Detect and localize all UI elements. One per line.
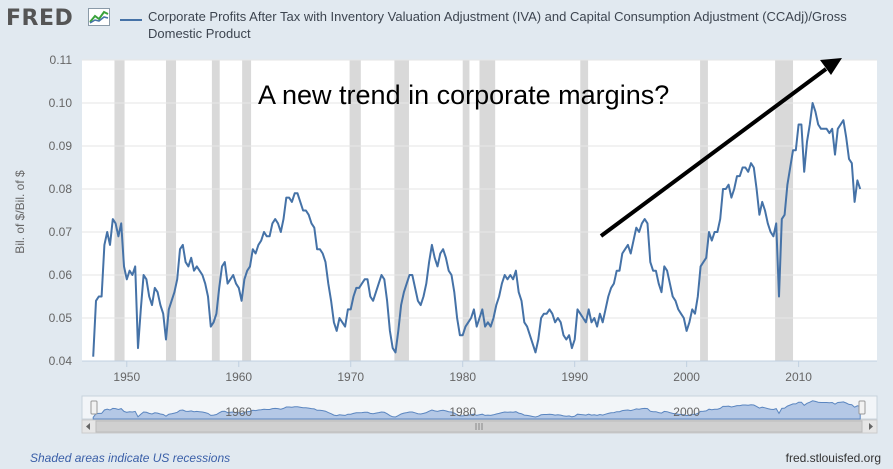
recession-band [211, 60, 220, 361]
scroll-left-icon[interactable] [86, 423, 90, 430]
y-tick-label: 0.11 [50, 53, 73, 67]
y-tick-label: 0.07 [49, 225, 73, 239]
recession-band [580, 60, 589, 361]
recession-band [700, 60, 708, 361]
x-tick-label: 2000 [673, 370, 700, 384]
y-tick-label: 0.06 [49, 268, 73, 282]
x-tick-label: 1970 [337, 370, 364, 384]
chart-header: FRED Corporate Profits After Tax with In… [0, 0, 893, 50]
scroll-right-icon[interactable] [869, 423, 873, 430]
x-tick-label: 1980 [449, 370, 476, 384]
legend-swatch [120, 19, 142, 21]
navigator-tick-label: 1980 [449, 405, 476, 419]
recession-band [479, 60, 496, 361]
y-tick-label: 0.10 [49, 96, 73, 110]
y-tick-label: 0.05 [49, 311, 73, 325]
navigator-series [92, 400, 861, 420]
x-tick-label: 1950 [113, 370, 140, 384]
y-tick-label: 0.09 [49, 139, 73, 153]
trend-arrow [599, 58, 842, 238]
fred-chart-icon [88, 8, 110, 26]
navigator-right-handle[interactable] [858, 400, 866, 415]
recession-band [165, 60, 177, 361]
navigator-left-handle[interactable] [90, 400, 98, 415]
recession-note: Shaded areas indicate US recessions [30, 451, 231, 465]
recession-band [242, 60, 252, 361]
navigator-tick-label: 1960 [225, 405, 252, 419]
series-line [92, 102, 862, 357]
navigator-tick-label: 2000 [673, 405, 700, 419]
recession-band [349, 60, 361, 361]
y-tick-label: 0.04 [49, 354, 73, 368]
chart: 0.04 0.05 0.06 0.07 0.08 0.09 0.10 0.11 1950 196… [13, 53, 878, 434]
y-tick-labels: 0.04 0.05 0.06 0.07 0.08 0.09 0.10 0.11 [49, 53, 73, 368]
legend-label: Corporate Profits After Tax with Invento… [148, 9, 847, 41]
navigator[interactable]: 1960 1980 2000 [81, 395, 878, 434]
y-axis-label: Bil. of $/Bil. of $ [13, 170, 27, 254]
chart-annotation: A new trend in corporate margins? [258, 80, 669, 110]
x-tick-label: 1960 [225, 370, 252, 384]
series-group [92, 102, 862, 357]
recession-band [114, 60, 125, 361]
x-tick-label: 1990 [561, 370, 588, 384]
x-tick-label: 2010 [785, 370, 812, 384]
x-tick-labels: 1950 1960 1970 1980 1990 2000 2010 [113, 361, 812, 384]
recession-shading [114, 60, 794, 361]
recession-band [462, 60, 470, 361]
fred-logo: FRED [6, 6, 74, 31]
site-link[interactable]: fred.stlouisfed.org [785, 451, 881, 465]
y-tick-label: 0.08 [49, 182, 73, 196]
